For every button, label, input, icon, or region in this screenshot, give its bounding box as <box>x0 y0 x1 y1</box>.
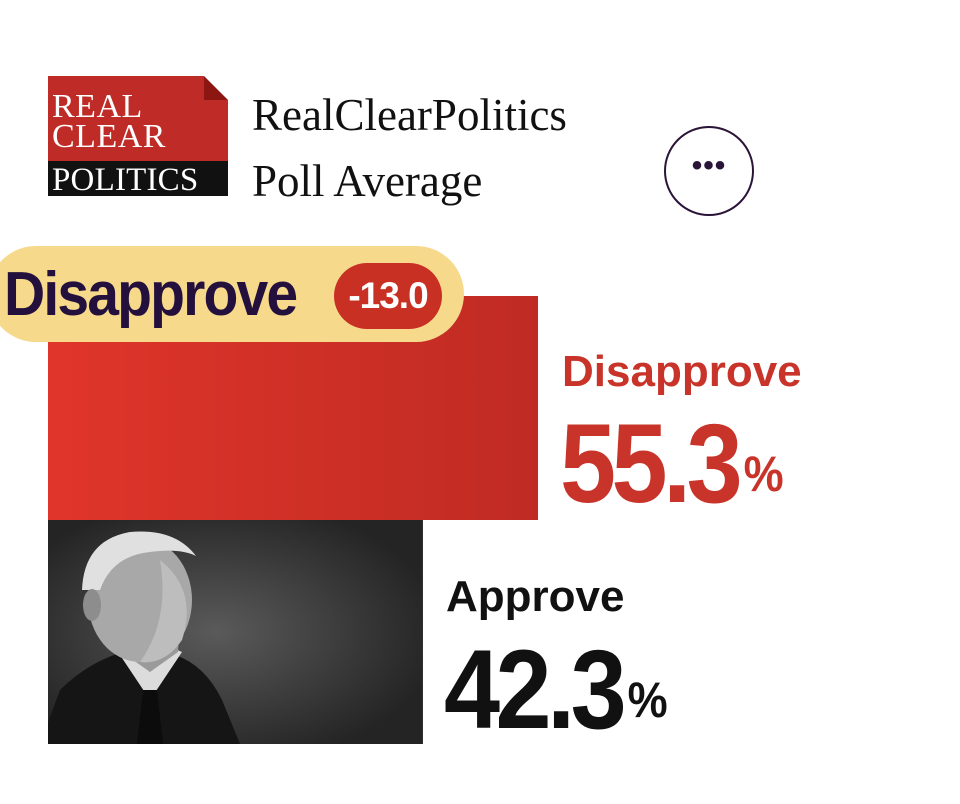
percent-sign-approve: % <box>627 672 668 728</box>
portrait-photo <box>48 520 422 744</box>
more-horizontal-icon: ••• <box>691 149 727 182</box>
logo-text-line1: REAL <box>52 88 143 125</box>
logo-text-line2: CLEAR <box>52 118 166 155</box>
logo-text-line3: POLITICS <box>52 162 199 198</box>
rcp-logo: REAL CLEAR POLITICS <box>48 76 228 198</box>
logo-folded-corner <box>204 76 228 100</box>
title-line1: RealClearPolitics <box>252 90 567 140</box>
more-options-button[interactable]: ••• <box>664 126 754 216</box>
spread-label: Disapprove <box>4 260 298 329</box>
logo-black-strip <box>48 161 228 196</box>
label-disapprove: Disapprove <box>562 347 802 396</box>
value-approve-number: 42.3 <box>444 627 627 752</box>
label-approve: Approve <box>446 572 625 621</box>
logo-red-block <box>48 76 228 161</box>
value-disapprove-number: 55.3 <box>560 401 743 526</box>
page-title: RealClearPolitics Poll Average <box>252 82 567 214</box>
value-disapprove: 55.3% <box>560 402 784 526</box>
spread-badge: -13.0 <box>334 263 442 329</box>
value-approve: 42.3% <box>444 628 668 752</box>
percent-sign-disapprove: % <box>743 446 784 502</box>
title-line2: Poll Average <box>252 156 483 206</box>
